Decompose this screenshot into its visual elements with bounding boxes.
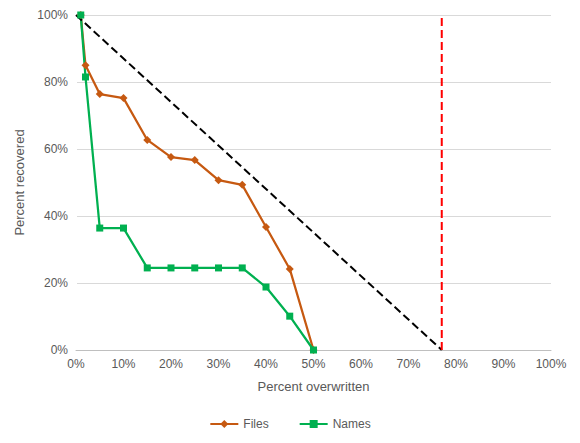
svg-text:10%: 10% (111, 357, 135, 371)
svg-text:40%: 40% (254, 357, 278, 371)
svg-text:Percent overwritten: Percent overwritten (258, 379, 370, 394)
svg-text:100%: 100% (37, 8, 68, 22)
svg-text:Names: Names (333, 417, 371, 431)
svg-text:0%: 0% (51, 343, 69, 357)
svg-text:60%: 60% (349, 357, 373, 371)
svg-text:100%: 100% (536, 357, 567, 371)
svg-text:Percent recovered: Percent recovered (12, 129, 27, 235)
svg-text:80%: 80% (444, 357, 468, 371)
svg-text:Files: Files (243, 417, 268, 431)
svg-text:20%: 20% (44, 276, 68, 290)
svg-text:70%: 70% (396, 357, 420, 371)
svg-text:90%: 90% (491, 357, 515, 371)
svg-text:0%: 0% (67, 357, 85, 371)
svg-text:50%: 50% (301, 357, 325, 371)
svg-text:20%: 20% (159, 357, 183, 371)
svg-text:30%: 30% (206, 357, 230, 371)
svg-text:40%: 40% (44, 209, 68, 223)
svg-text:60%: 60% (44, 142, 68, 156)
svg-text:80%: 80% (44, 75, 68, 89)
